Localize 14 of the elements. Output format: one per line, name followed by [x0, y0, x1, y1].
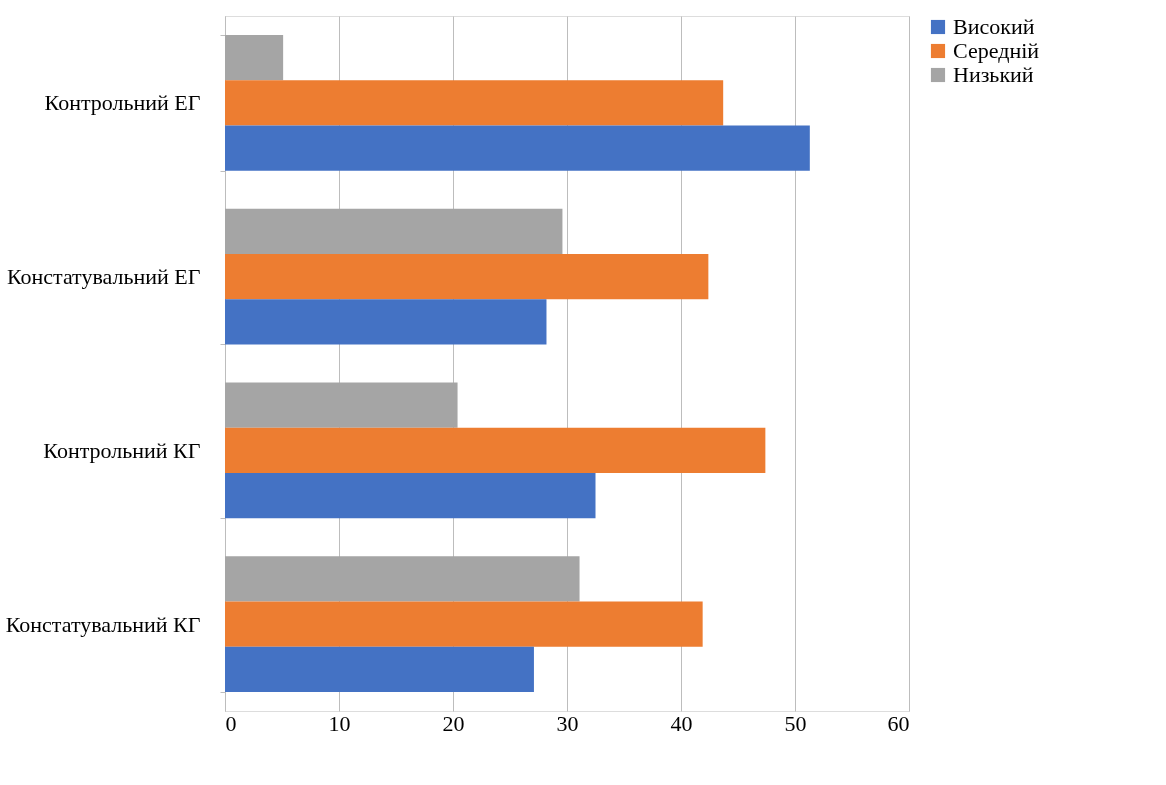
legend-label: Високий: [953, 14, 1035, 39]
x-tick-label: 30: [556, 710, 579, 736]
legend-label: Середній: [953, 38, 1040, 63]
x-tick-label: 60: [887, 710, 910, 736]
x-tick-label: 20: [442, 710, 465, 736]
x-tick-label: 10: [328, 710, 351, 736]
y-tick-label: Констатувальний КГ: [5, 611, 201, 637]
x-tick-label: 50: [784, 710, 807, 736]
legend-label: Низький: [953, 62, 1034, 87]
y-tick-label: Констатувальний ЕГ: [6, 264, 201, 290]
x-tick-label: 0: [225, 710, 237, 736]
y-tick-label: Контрольний ЕГ: [44, 90, 201, 116]
x-tick-label: 40: [670, 710, 693, 736]
y-tick-label: Контрольний КГ: [43, 437, 201, 463]
